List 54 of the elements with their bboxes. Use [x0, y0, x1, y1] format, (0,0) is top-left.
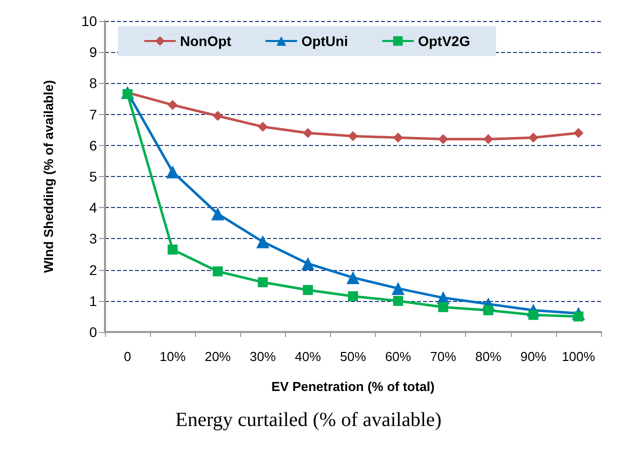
point [438, 302, 448, 312]
x-tick-label: 40% [294, 349, 322, 364]
point [438, 134, 448, 144]
x-tick-label: 70% [430, 349, 457, 364]
point [392, 282, 405, 295]
y-tick-label: 7 [89, 106, 98, 122]
point [573, 128, 584, 138]
point [348, 131, 358, 142]
y-tick-label: 1 [89, 292, 98, 309]
point [212, 110, 223, 121]
point [573, 311, 584, 322]
point [168, 244, 178, 255]
point [393, 132, 404, 143]
y-tick-label: 3 [89, 230, 98, 247]
legend-label: OptUni [301, 33, 348, 49]
y-tick-label: 6 [89, 137, 98, 154]
point [483, 305, 494, 316]
legend-label: NonOpt [180, 33, 232, 49]
point [301, 257, 314, 270]
point [346, 271, 360, 284]
point [528, 132, 538, 143]
x-axis-title: EV Penetration (% of total) [271, 379, 435, 394]
x-tick-label: 30% [250, 349, 276, 364]
point [212, 266, 223, 276]
x-tick-label: 80% [475, 349, 502, 364]
x-tick-label: 90% [520, 349, 547, 364]
point [483, 134, 494, 144]
point [393, 296, 404, 306]
point [302, 285, 313, 296]
x-tick-label: 0 [124, 349, 132, 364]
point [166, 165, 180, 178]
y-tick-label: 4 [89, 200, 98, 216]
point [302, 128, 313, 138]
point [168, 100, 178, 110]
y-tick-label: 0 [89, 324, 98, 340]
point [256, 235, 270, 248]
y-tick-label: 2 [89, 262, 98, 278]
text: Energy curtailed (% of available) [175, 409, 442, 431]
y-tick-label: 8 [89, 75, 98, 92]
x-tick-label: 60% [385, 349, 412, 364]
y-tick-label: 10 [81, 13, 98, 29]
y-tick-label: 9 [89, 44, 98, 60]
y-axis-title: WInd Shedding (% of available) [41, 80, 56, 273]
point [258, 277, 268, 288]
legend-label: OptV2G [418, 33, 470, 49]
x-tick-label: 100% [562, 349, 596, 364]
point [528, 310, 538, 320]
point [258, 122, 268, 132]
x-tick-label: 50% [340, 349, 366, 364]
point [348, 291, 358, 302]
point [211, 207, 224, 220]
x-tick-label: 20% [204, 349, 232, 364]
x-tick-label: 10% [160, 349, 186, 364]
y-tick-label: 5 [89, 168, 98, 184]
